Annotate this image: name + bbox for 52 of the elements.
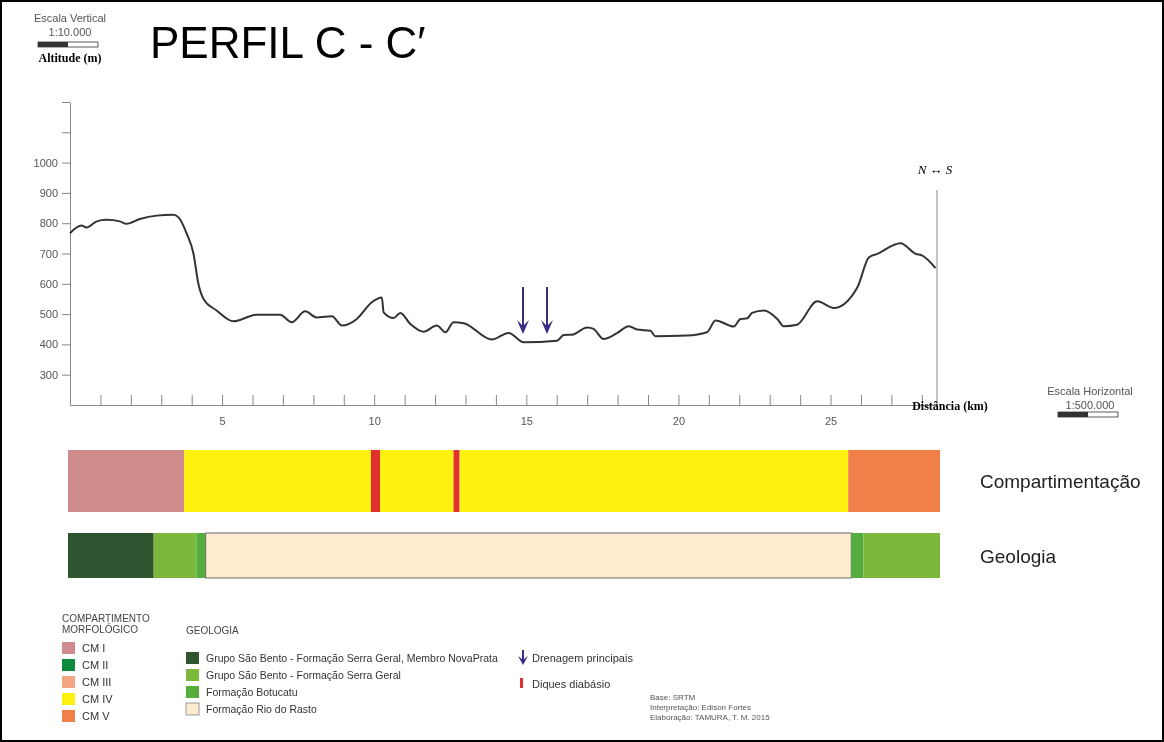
text: Elaboração: TAMURA, T. M. 2015 [650,713,771,722]
bar [380,450,454,512]
x-tick-label: 10 [368,414,381,427]
legend-label: CM I [82,642,106,654]
bar [370,450,381,512]
legend-label: CM III [82,676,112,688]
bar [848,450,940,512]
line-series [69,213,937,344]
text: 1:500.000 [1065,399,1115,411]
x-tick-label: 20 [672,414,686,427]
bar [184,450,371,512]
legend-title: COMPARTIMENTO MORFOLÓGICO [62,613,150,635]
bar [863,533,940,578]
legend-title: GEOLOGIA [186,625,240,636]
bar [459,450,849,512]
x-tick-label: 5 [219,414,226,427]
legend-label: Diques diabásio [532,678,611,690]
y-tick-label: 300 [39,368,58,381]
x-tick-label: 15 [520,414,533,427]
y-tick-label: 800 [39,217,58,230]
text: Interpretação: Edison Fortes [650,703,751,712]
bar [205,532,852,579]
y-tick-label: 500 [39,308,58,321]
x-axis-title: Distância (km) [912,399,988,413]
x-tick-label: 25 [824,414,838,427]
y-tick-label: 400 [39,338,58,351]
bar [851,533,864,578]
legend-label: CM IV [82,693,114,705]
legend-label: CM V [82,710,111,722]
y-tick-label: 900 [39,186,58,199]
bar [68,533,154,578]
legend-label: Grupo São Bento - Formação Serra Geral [206,669,401,681]
y-tick-label: Geologia [980,545,1057,567]
legend-label: Formação Rio do Rasto [206,703,318,715]
text: Escala Horizontal [1047,385,1133,397]
bar [68,450,185,512]
text: Base: SRTM [650,693,696,702]
bar [153,533,197,578]
legend-label: CM II [82,659,109,671]
text: Escala Vertical [33,12,107,24]
chart-title: PERFIL C - C′ [150,18,426,67]
y-tick-label: Compartimentação [980,471,1141,492]
legend-label: Formação Botucatu [206,686,298,698]
annotation: N ↔ S [916,162,953,177]
y-axis-title: Altitude (m) [38,51,102,65]
text: Drenagem principais [532,652,634,664]
y-tick-label: 600 [39,277,58,290]
text: 1:10.000 [48,26,92,38]
y-tick-label: 700 [39,247,58,260]
bar [453,450,460,512]
y-tick-label: 1000 [33,156,58,169]
legend-label: Grupo São Bento - Formação Serra Geral, Membro NovaPrata [206,652,498,664]
